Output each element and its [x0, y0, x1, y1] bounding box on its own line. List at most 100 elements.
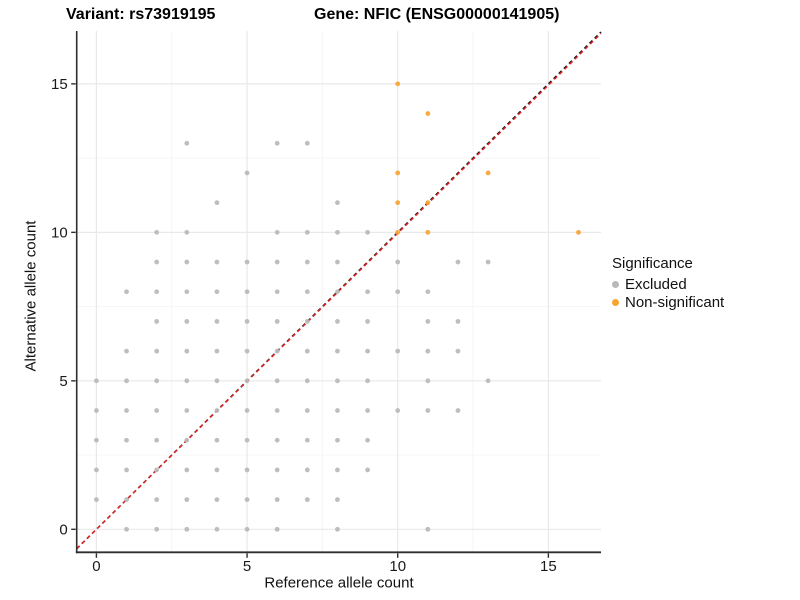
y-axis-title: Alternative allele count — [22, 220, 40, 372]
data-point-excluded — [184, 289, 190, 295]
data-point-excluded — [455, 319, 461, 324]
data-point-excluded — [455, 408, 461, 413]
data-point-excluded — [304, 348, 310, 354]
data-point-excluded — [124, 348, 129, 354]
data-point-excluded — [244, 319, 250, 324]
data-point-excluded — [274, 467, 280, 473]
data-point-excluded — [304, 408, 310, 413]
data-point-excluded — [184, 229, 190, 235]
data-point-excluded — [425, 378, 431, 384]
data-point-excluded — [304, 229, 310, 235]
data-point-excluded — [154, 259, 160, 265]
data-point-excluded — [365, 378, 370, 384]
data-point-non-significant — [425, 111, 431, 116]
data-point-excluded — [425, 526, 431, 532]
data-point-excluded — [395, 259, 401, 265]
data-point-excluded — [214, 467, 220, 473]
data-point-excluded — [214, 497, 220, 503]
data-point-excluded — [214, 200, 220, 206]
data-point-excluded — [184, 526, 190, 532]
data-point-excluded — [244, 348, 250, 354]
data-point-excluded — [274, 437, 280, 443]
data-point-excluded — [94, 467, 99, 473]
data-point-excluded — [335, 348, 340, 354]
data-point-excluded — [335, 526, 340, 532]
data-point-excluded — [244, 378, 250, 384]
data-point-excluded — [184, 437, 190, 443]
legend-item-excluded: Excluded — [612, 276, 724, 293]
legend-item-label: Excluded — [625, 276, 687, 293]
data-point-excluded — [304, 140, 310, 146]
non-significant-point-icon — [612, 299, 619, 306]
data-point-excluded — [154, 289, 160, 295]
data-point-excluded — [274, 140, 280, 146]
data-point-excluded — [154, 497, 160, 503]
data-point-excluded — [214, 378, 220, 384]
data-point-excluded — [124, 467, 129, 473]
data-point-excluded — [184, 378, 190, 384]
data-point-excluded — [335, 378, 340, 384]
data-point-excluded — [154, 319, 160, 324]
data-point-excluded — [365, 408, 370, 413]
data-point-excluded — [335, 408, 340, 413]
data-point-excluded — [304, 467, 310, 473]
legend-item-label: Non-significant — [625, 294, 725, 311]
data-point-excluded — [274, 289, 280, 295]
data-point-non-significant — [395, 200, 401, 206]
data-point-excluded — [304, 437, 310, 443]
y-tick-label: 5 — [59, 373, 67, 390]
x-tick-label: 10 — [389, 558, 406, 575]
data-point-excluded — [214, 259, 220, 265]
data-point-excluded — [124, 289, 129, 295]
data-point-excluded — [184, 348, 190, 354]
data-point-excluded — [365, 467, 370, 473]
data-point-excluded — [274, 348, 280, 354]
data-point-excluded — [94, 408, 99, 413]
data-point-excluded — [244, 170, 250, 176]
legend-item-non-significant: Non-significant — [612, 294, 724, 311]
data-point-excluded — [274, 497, 280, 503]
data-point-excluded — [244, 497, 250, 503]
data-point-excluded — [455, 259, 461, 265]
data-point-excluded — [184, 497, 190, 503]
data-point-excluded — [335, 437, 340, 443]
data-point-excluded — [365, 348, 370, 354]
variant-title: Variant: rs73919195 — [66, 6, 216, 23]
x-tick-label: 0 — [92, 558, 100, 575]
data-point-excluded — [154, 526, 160, 532]
data-point-excluded — [335, 497, 340, 503]
data-point-excluded — [124, 437, 129, 443]
data-point-excluded — [274, 319, 280, 324]
data-point-excluded — [455, 348, 461, 354]
data-point-excluded — [425, 348, 431, 354]
data-point-excluded — [335, 259, 340, 265]
data-point-excluded — [244, 259, 250, 265]
data-point-excluded — [124, 497, 129, 503]
data-point-excluded — [365, 437, 370, 443]
data-point-excluded — [244, 467, 250, 473]
data-point-excluded — [214, 319, 220, 324]
data-point-excluded — [395, 408, 401, 413]
data-point-excluded — [304, 319, 310, 324]
data-point-excluded — [214, 526, 220, 532]
data-point-excluded — [184, 319, 190, 324]
data-point-excluded — [425, 319, 431, 324]
data-point-excluded — [184, 259, 190, 265]
data-point-excluded — [124, 378, 129, 384]
data-point-non-significant — [485, 170, 491, 176]
data-point-excluded — [154, 437, 160, 443]
data-point-excluded — [154, 467, 160, 473]
data-point-excluded — [154, 229, 160, 235]
data-point-non-significant — [395, 81, 401, 87]
data-point-excluded — [304, 289, 310, 295]
data-point-excluded — [184, 140, 190, 146]
data-point-excluded — [154, 348, 160, 354]
data-point-excluded — [184, 408, 190, 413]
data-point-excluded — [335, 200, 340, 206]
data-point-excluded — [274, 526, 280, 532]
data-point-excluded — [244, 526, 250, 532]
data-point-excluded — [425, 289, 431, 295]
data-point-excluded — [395, 348, 401, 354]
